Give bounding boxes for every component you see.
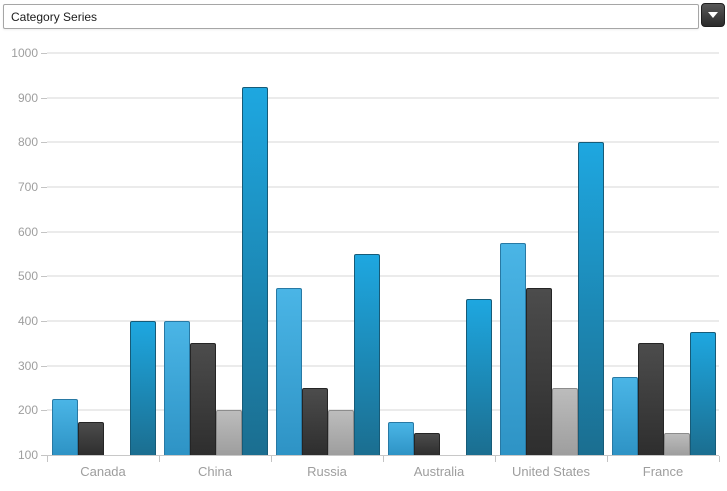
y-axis-label: 600 <box>17 224 38 239</box>
y-axis-label: 700 <box>17 180 38 194</box>
bar-china-series4[interactable] <box>242 86 268 455</box>
bar-canada-series4[interactable] <box>130 321 156 455</box>
bar-united-states-series2[interactable] <box>526 287 552 455</box>
x-axis-tick <box>719 456 720 462</box>
x-axis-tick <box>47 456 48 462</box>
y-axis-label: 300 <box>17 358 38 373</box>
x-axis-label: Canada <box>80 464 126 479</box>
bar-china-series3[interactable] <box>216 410 242 455</box>
y-axis-tick <box>41 365 47 367</box>
bar-russia-series1[interactable] <box>276 287 302 455</box>
gridline <box>47 320 719 322</box>
bar-united-states-series1[interactable] <box>500 242 526 455</box>
gridline <box>47 230 719 233</box>
gridline <box>47 141 719 144</box>
y-axis-tick <box>41 231 47 233</box>
y-axis-tick <box>41 410 47 412</box>
x-axis-tick <box>495 456 496 462</box>
bar-russia-series2[interactable] <box>302 388 328 455</box>
x-axis-label: Australia <box>413 464 465 479</box>
x-axis-line <box>47 455 719 456</box>
bar-australia-series4[interactable] <box>466 298 492 455</box>
bar-united-states-series3[interactable] <box>552 388 578 455</box>
combobox-dropdown-button[interactable] <box>701 3 725 27</box>
y-axis-label: 200 <box>17 403 38 418</box>
y-axis-tick <box>41 97 47 99</box>
y-axis-tick <box>41 187 47 188</box>
x-axis-tick <box>383 456 384 462</box>
y-axis-label: 100 <box>17 448 38 462</box>
bar-australia-series1[interactable] <box>388 421 414 455</box>
y-axis-label: 800 <box>17 135 38 150</box>
gridline <box>47 96 719 99</box>
x-axis-label: France <box>642 464 684 479</box>
bar-france-series2[interactable] <box>638 343 664 455</box>
bar-united-states-series4[interactable] <box>578 142 604 455</box>
combobox-value: Category Series <box>11 9 98 24</box>
gridline <box>47 186 719 188</box>
bar-russia-series4[interactable] <box>354 254 380 455</box>
y-axis-tick <box>41 142 47 144</box>
x-axis-tick <box>607 456 608 462</box>
x-axis-label: United States <box>511 464 591 479</box>
x-axis-label: China <box>198 464 232 479</box>
y-axis-label: 900 <box>17 90 38 105</box>
bar-china-series1[interactable] <box>164 321 190 455</box>
bar-russia-series3[interactable] <box>328 410 354 455</box>
y-axis-label: 400 <box>17 314 38 328</box>
x-axis-label: Russia <box>307 464 347 479</box>
bar-china-series2[interactable] <box>190 343 216 455</box>
bar-france-series4[interactable] <box>690 332 716 455</box>
gridline <box>47 364 719 367</box>
bar-france-series3[interactable] <box>664 432 690 455</box>
gridline <box>47 275 719 278</box>
gridline <box>47 409 719 412</box>
y-axis-tick <box>41 321 47 322</box>
bar-canada-series1[interactable] <box>52 399 78 455</box>
y-axis-tick <box>41 455 47 456</box>
x-axis-tick <box>271 456 272 462</box>
y-axis-label: 1000 <box>11 46 38 60</box>
y-axis-label: 500 <box>17 269 38 284</box>
series-type-combobox[interactable]: Category Series <box>3 4 699 29</box>
bar-canada-series2[interactable] <box>78 421 104 455</box>
gridline <box>47 52 719 54</box>
y-axis-tick <box>41 53 47 54</box>
bar-australia-series2[interactable] <box>414 432 440 455</box>
x-axis-tick <box>159 456 160 462</box>
bar-france-series1[interactable] <box>612 376 638 455</box>
chevron-down-icon <box>708 12 718 18</box>
y-axis-tick <box>41 276 47 278</box>
